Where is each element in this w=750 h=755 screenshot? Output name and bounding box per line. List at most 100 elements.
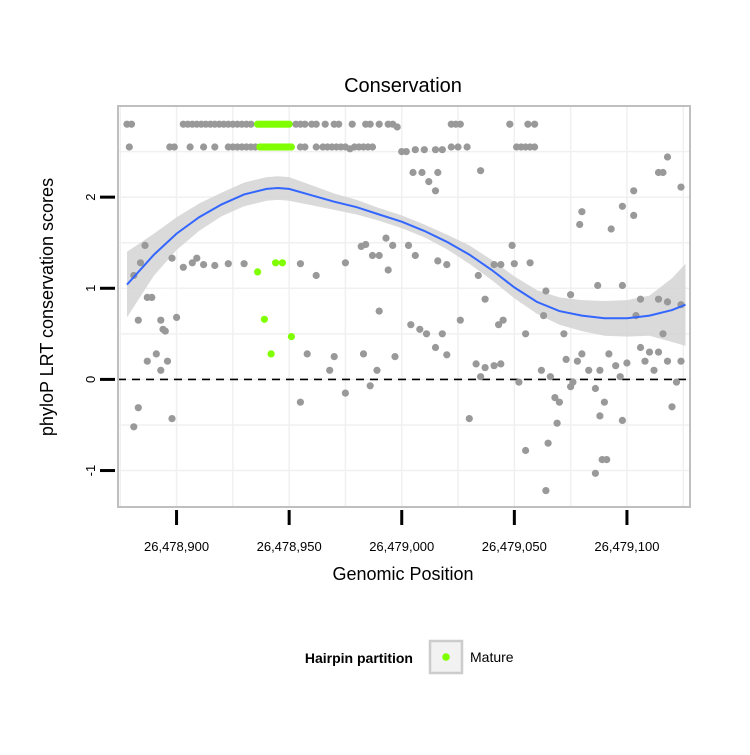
data-point xyxy=(407,321,415,329)
x-tick-label: 26,479,100 xyxy=(594,539,659,554)
data-point xyxy=(434,168,442,177)
data-point xyxy=(654,348,663,356)
data-point xyxy=(654,295,663,303)
data-point xyxy=(618,202,627,210)
y-tick-label: -1 xyxy=(83,465,98,477)
data-point xyxy=(211,143,219,151)
data-point xyxy=(472,360,480,368)
data-point xyxy=(130,423,138,431)
y-tick-label: 2 xyxy=(83,194,98,201)
data-point xyxy=(677,357,685,365)
x-tick-label: 26,479,000 xyxy=(369,539,434,554)
data-point xyxy=(200,143,208,151)
data-point xyxy=(618,416,627,424)
data-point xyxy=(636,295,645,303)
data-point xyxy=(170,143,178,151)
data-point-mature xyxy=(278,259,286,267)
data-point xyxy=(341,389,349,397)
data-point xyxy=(495,321,503,329)
data-point xyxy=(591,469,600,477)
legend-title: Hairpin partition xyxy=(305,650,413,666)
smooth-line xyxy=(126,186,686,320)
data-point xyxy=(542,287,550,295)
data-point xyxy=(499,316,507,324)
data-point xyxy=(659,330,667,338)
data-point xyxy=(402,148,410,156)
data-point xyxy=(211,261,219,270)
data-point xyxy=(636,343,645,352)
data-point xyxy=(596,412,604,420)
data-point xyxy=(630,187,638,195)
data-point xyxy=(409,168,417,177)
data-point xyxy=(296,260,304,268)
data-point xyxy=(301,143,309,151)
legend: Hairpin partition Mature xyxy=(305,639,514,675)
data-point xyxy=(341,259,349,267)
data-point xyxy=(555,398,564,406)
data-point xyxy=(522,330,530,338)
data-point xyxy=(526,259,534,267)
data-point xyxy=(312,271,320,280)
data-point xyxy=(456,316,464,324)
confidence-band xyxy=(127,176,686,346)
data-point xyxy=(553,419,561,427)
data-point xyxy=(506,120,514,128)
data-point xyxy=(573,357,582,365)
data-point xyxy=(641,357,649,365)
data-point xyxy=(542,487,550,495)
data-point xyxy=(368,143,377,151)
data-point xyxy=(335,120,343,128)
data-point xyxy=(497,261,505,269)
data-point xyxy=(384,266,392,274)
data-point xyxy=(431,146,440,154)
data-point-mature xyxy=(285,120,293,128)
data-point xyxy=(603,456,611,464)
data-point xyxy=(373,366,381,374)
data-point-mature xyxy=(272,259,280,267)
data-point xyxy=(188,259,196,267)
data-point xyxy=(443,261,451,269)
data-point xyxy=(425,178,433,186)
data-point xyxy=(159,325,167,333)
data-point xyxy=(411,251,419,260)
data-point xyxy=(672,378,681,386)
data-point xyxy=(562,355,570,363)
data-point xyxy=(366,382,374,390)
data-point xyxy=(618,281,627,290)
data-point xyxy=(366,120,374,128)
data-point xyxy=(474,271,482,280)
data-point xyxy=(630,211,638,219)
panel-border xyxy=(117,105,691,508)
data-point xyxy=(659,168,667,177)
mature-points xyxy=(254,120,295,358)
data-point xyxy=(438,146,446,154)
data-point-mature xyxy=(260,315,268,323)
data-point xyxy=(420,146,428,154)
data-point xyxy=(163,357,172,365)
data-point xyxy=(411,146,419,154)
data-point xyxy=(375,120,383,128)
legend-mature-dot xyxy=(442,653,450,661)
data-point-mature xyxy=(267,350,275,358)
data-point xyxy=(600,398,609,406)
data-point xyxy=(368,251,377,260)
data-point xyxy=(477,373,485,381)
data-point xyxy=(168,415,176,423)
data-point xyxy=(481,364,489,372)
data-point xyxy=(531,143,539,151)
data-point xyxy=(594,281,602,290)
data-point xyxy=(456,120,464,128)
data-point xyxy=(359,350,368,358)
x-tick-label: 26,479,050 xyxy=(482,539,547,554)
data-point xyxy=(438,330,446,338)
data-point xyxy=(389,241,397,249)
data-point xyxy=(567,291,575,299)
data-point xyxy=(537,366,546,374)
y-axis: -1 0 1 2 xyxy=(83,194,115,477)
data-point xyxy=(179,263,187,271)
data-point xyxy=(477,167,485,175)
data-point xyxy=(173,313,181,321)
other-points xyxy=(123,120,685,495)
y-tick-label: 1 xyxy=(83,285,98,292)
